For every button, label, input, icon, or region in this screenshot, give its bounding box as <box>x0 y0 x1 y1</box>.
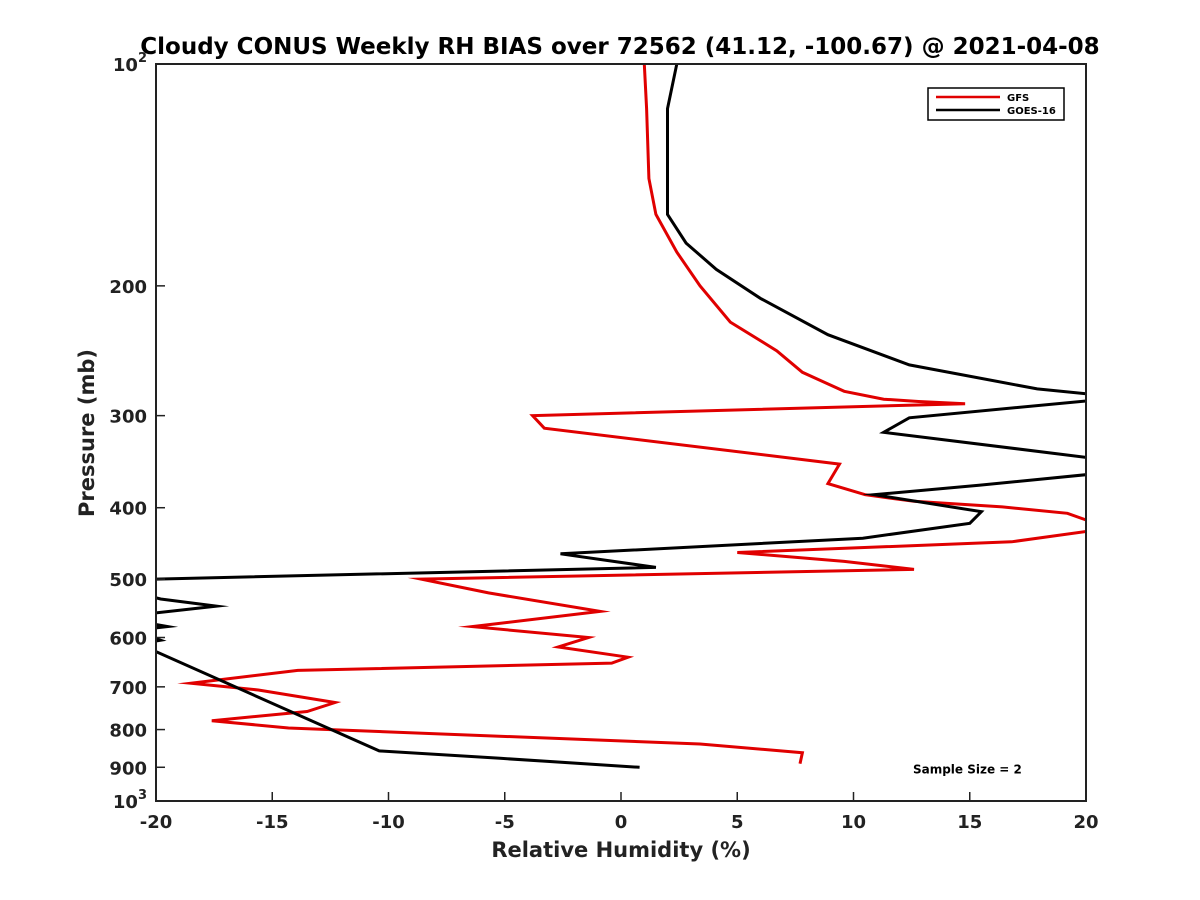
y-tick-label: 400 <box>109 499 147 520</box>
x-tick-label: -20 <box>140 812 173 833</box>
sample-size-note: Sample Size = 2 <box>913 762 1022 776</box>
legend: GFS GOES-16 <box>927 87 1065 121</box>
y-tick-label: 300 <box>109 407 147 428</box>
y-tick-label: 700 <box>109 678 147 699</box>
x-tick-label: 20 <box>1073 812 1098 833</box>
x-tick-label: -10 <box>372 812 405 833</box>
legend-label-gfs: GFS <box>1007 93 1029 104</box>
y-tick-label: 500 <box>109 570 147 591</box>
y-axis-label: Pressure (mb) <box>75 349 99 517</box>
annotations: Sample Size = 2 <box>913 762 1022 776</box>
legend-label-goes-16: GOES-16 <box>1007 106 1056 117</box>
chart-title: Cloudy CONUS Weekly RH BIAS over 72562 (… <box>140 34 1099 60</box>
x-tick-label: -15 <box>256 812 289 833</box>
x-tick-label: -5 <box>495 812 515 833</box>
series-line-goes-16 <box>156 64 1086 769</box>
x-tick-label: 15 <box>957 812 982 833</box>
legend-box <box>927 87 1065 121</box>
x-tick-label: 10 <box>841 812 866 833</box>
x-tick-label: 5 <box>731 812 744 833</box>
plot-series <box>156 64 1086 769</box>
x-tick-label: 0 <box>615 812 628 833</box>
y-tick-label: 600 <box>109 628 147 649</box>
x-axis-label: Relative Humidity (%) <box>491 838 750 862</box>
y-tick-label: 800 <box>109 721 147 742</box>
x-axis: -20 -15 -10 -5 0 5 10 15 20 <box>140 792 1099 833</box>
y-tick-label: 900 <box>109 758 147 779</box>
y-tick-label: 200 <box>109 277 147 298</box>
